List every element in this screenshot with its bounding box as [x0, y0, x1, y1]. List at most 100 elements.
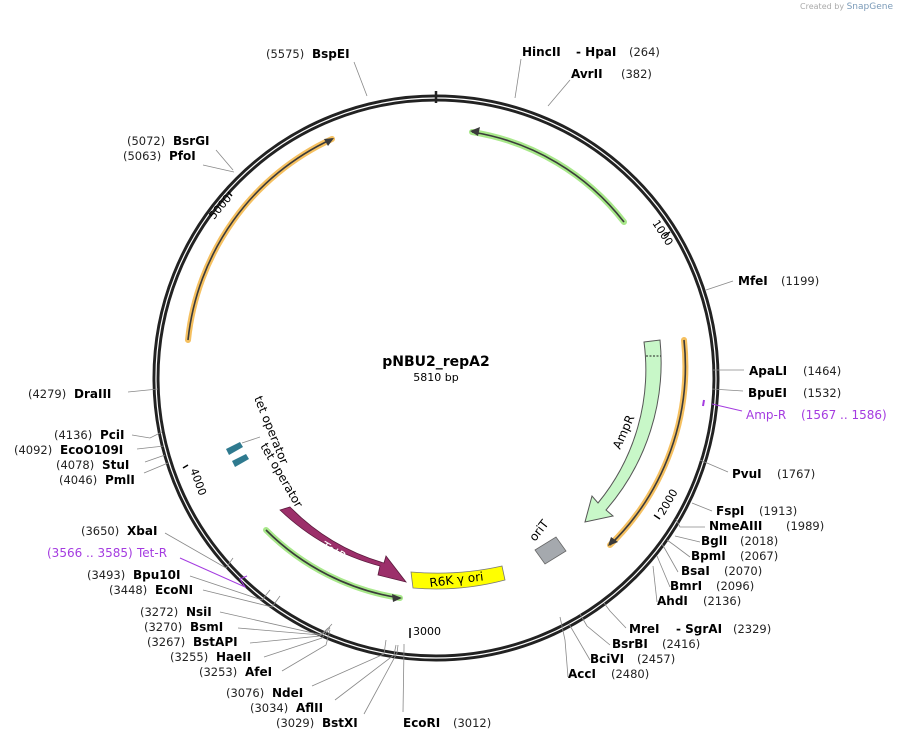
site-aflii[interactable]: (3034) AflII — [250, 701, 323, 715]
svg-text:(2096): (2096) — [716, 579, 754, 593]
svg-text:NsiI: NsiI — [186, 605, 212, 619]
svg-text:PfoI: PfoI — [169, 149, 196, 163]
tetr-label: TetR — [319, 538, 349, 563]
svg-text:BsrGI: BsrGI — [173, 134, 210, 148]
site-bcivi[interactable]: BciVI (2457) — [590, 652, 675, 666]
site-pmli[interactable]: (4046) PmlI — [59, 473, 135, 487]
site-acci[interactable]: AccI (2480) — [568, 667, 649, 681]
orf-left-orange[interactable] — [185, 136, 335, 343]
site-bpuei[interactable]: BpuEI (1532) — [748, 386, 841, 400]
site-bsrbi[interactable]: BsrBI (2416) — [612, 637, 700, 651]
site-bmri[interactable]: BmrI (2096) — [670, 579, 754, 593]
svg-text:BsaI: BsaI — [681, 564, 710, 578]
svg-text:(3267): (3267) — [147, 635, 185, 649]
site-pcii[interactable]: (4136) PciI — [54, 428, 125, 442]
site-xbai[interactable]: (3650) XbaI — [81, 524, 157, 538]
svg-text:(2457): (2457) — [637, 652, 675, 666]
site-bsai[interactable]: BsaI (2070) — [681, 564, 762, 578]
primer-amp-r[interactable]: Amp-R (1567 .. 1586) — [702, 399, 887, 422]
svg-text:BstXI: BstXI — [322, 716, 358, 730]
site-ndei[interactable]: (3076) NdeI — [226, 686, 303, 700]
plasmid-length: 5810 bp — [413, 371, 458, 384]
site-ahdi[interactable]: AhdI (2136) — [657, 594, 741, 608]
svg-text:(3076): (3076) — [226, 686, 264, 700]
svg-text:(1199): (1199) — [781, 274, 819, 288]
svg-text:Bpu10I: Bpu10I — [133, 568, 180, 582]
svg-text:AflII: AflII — [296, 701, 323, 715]
svg-text:BciVI: BciVI — [590, 652, 624, 666]
svg-text:AhdI: AhdI — [657, 594, 688, 608]
svg-text:(1767): (1767) — [777, 467, 815, 481]
svg-text:(2070): (2070) — [724, 564, 762, 578]
svg-text:(2329): (2329) — [733, 622, 771, 636]
svg-text:(2018): (2018) — [740, 534, 778, 548]
tick-4000: 4000 — [187, 467, 209, 498]
site-pfoi[interactable]: (5063) PfoI — [123, 149, 196, 163]
site-apali[interactable]: ApaLI (1464) — [749, 364, 841, 378]
svg-text:(264): (264) — [629, 45, 660, 59]
svg-text:(4092): (4092) — [14, 443, 52, 457]
svg-text:(3448): (3448) — [109, 583, 147, 597]
site-bstapi[interactable]: (3267) BstAPI — [147, 635, 238, 649]
site-bsmi[interactable]: (3270) BsmI — [144, 620, 223, 634]
svg-text:BglI: BglI — [701, 534, 727, 548]
site-avrii[interactable]: AvrII (382) — [571, 67, 652, 81]
tick-3000: 3000 — [413, 625, 441, 638]
svg-text:(4078): (4078) — [56, 458, 94, 472]
svg-text:NdeI: NdeI — [272, 686, 303, 700]
restriction-sites: (5575) BspEI HincII - HpaI (264) AvrII (… — [14, 45, 841, 730]
site-nmeaiii[interactable]: NmeAIII (1989) — [709, 519, 824, 533]
credit-prefix: Created by — [800, 2, 845, 11]
svg-text:StuI: StuI — [102, 458, 129, 472]
site-afei[interactable]: (3253) AfeI — [199, 665, 272, 679]
site-haeii[interactable]: (3255) HaeII — [170, 650, 251, 664]
site-leader-lines — [127, 58, 744, 715]
site-bsrgi[interactable]: (5072) BsrGI — [127, 134, 210, 148]
orf-top-green[interactable] — [469, 127, 627, 225]
svg-text:XbaI: XbaI — [127, 524, 157, 538]
orf-right-orange[interactable] — [607, 337, 689, 548]
svg-text:(382): (382) — [621, 67, 652, 81]
site-ecori[interactable]: EcoRI (3012) — [403, 716, 491, 730]
svg-text:(2136): (2136) — [703, 594, 741, 608]
svg-text:NmeAIII: NmeAIII — [709, 519, 762, 533]
site-ecoo109i[interactable]: (4092) EcoO109I — [14, 443, 123, 457]
svg-text:PvuI: PvuI — [732, 467, 762, 481]
feature-tet-operator-2[interactable]: tet operator — [232, 441, 306, 511]
svg-text:(3034): (3034) — [250, 701, 288, 715]
svg-text:MfeI: MfeI — [738, 274, 768, 288]
svg-text:(3650): (3650) — [81, 524, 119, 538]
site-mfei[interactable]: MfeI (1199) — [738, 274, 819, 288]
svg-text:EcoNI: EcoNI — [155, 583, 193, 597]
site-nsii[interactable]: (3272) NsiI — [140, 605, 212, 619]
site-mrei-sgrai[interactable]: MreI - SgrAI (2329) — [629, 622, 771, 636]
plasmid-name: pNBU2_repA2 — [382, 354, 490, 370]
site-bstxi[interactable]: (3029) BstXI — [276, 716, 358, 730]
feature-r6k-ori[interactable]: R6K γ ori — [410, 565, 506, 590]
svg-text:BsmI: BsmI — [190, 620, 223, 634]
orf-bottom-green[interactable] — [263, 527, 403, 602]
svg-text:BpuEI: BpuEI — [748, 386, 787, 400]
primer-amp-r-range: (1567 .. 1586) — [801, 408, 887, 422]
site-fspi[interactable]: FspI (1913) — [716, 504, 797, 518]
site-hincii-hpai[interactable]: HincII - HpaI (264) — [522, 45, 660, 59]
site-stui[interactable]: (4078) StuI — [56, 458, 129, 472]
tick-2000: 2000 — [655, 487, 680, 518]
site-pvui[interactable]: PvuI (1767) — [732, 467, 815, 481]
orit-label: oriT — [526, 517, 552, 544]
primer-tet-r[interactable]: (3566 .. 3585) Tet-R — [47, 546, 248, 589]
svg-text:HaeII: HaeII — [216, 650, 251, 664]
site-econi[interactable]: (3448) EcoNI — [109, 583, 193, 597]
site-bpu10i[interactable]: (3493) Bpu10I — [87, 568, 180, 582]
svg-text:HincII: HincII — [522, 45, 561, 59]
site-bspei[interactable]: (5575) BspEI — [266, 47, 350, 61]
feature-tetr[interactable]: TetR — [272, 506, 408, 583]
site-bgli[interactable]: BglI (2018) — [701, 534, 778, 548]
feature-tet-operator-1[interactable]: tet operator — [226, 394, 291, 466]
feature-orit[interactable]: oriT — [526, 517, 567, 565]
svg-text:(4046): (4046) — [59, 473, 97, 487]
site-draiii[interactable]: (4279) DraIII — [28, 387, 111, 401]
site-bpmi[interactable]: BpmI (2067) — [691, 549, 778, 563]
svg-text:BspEI: BspEI — [312, 47, 350, 61]
